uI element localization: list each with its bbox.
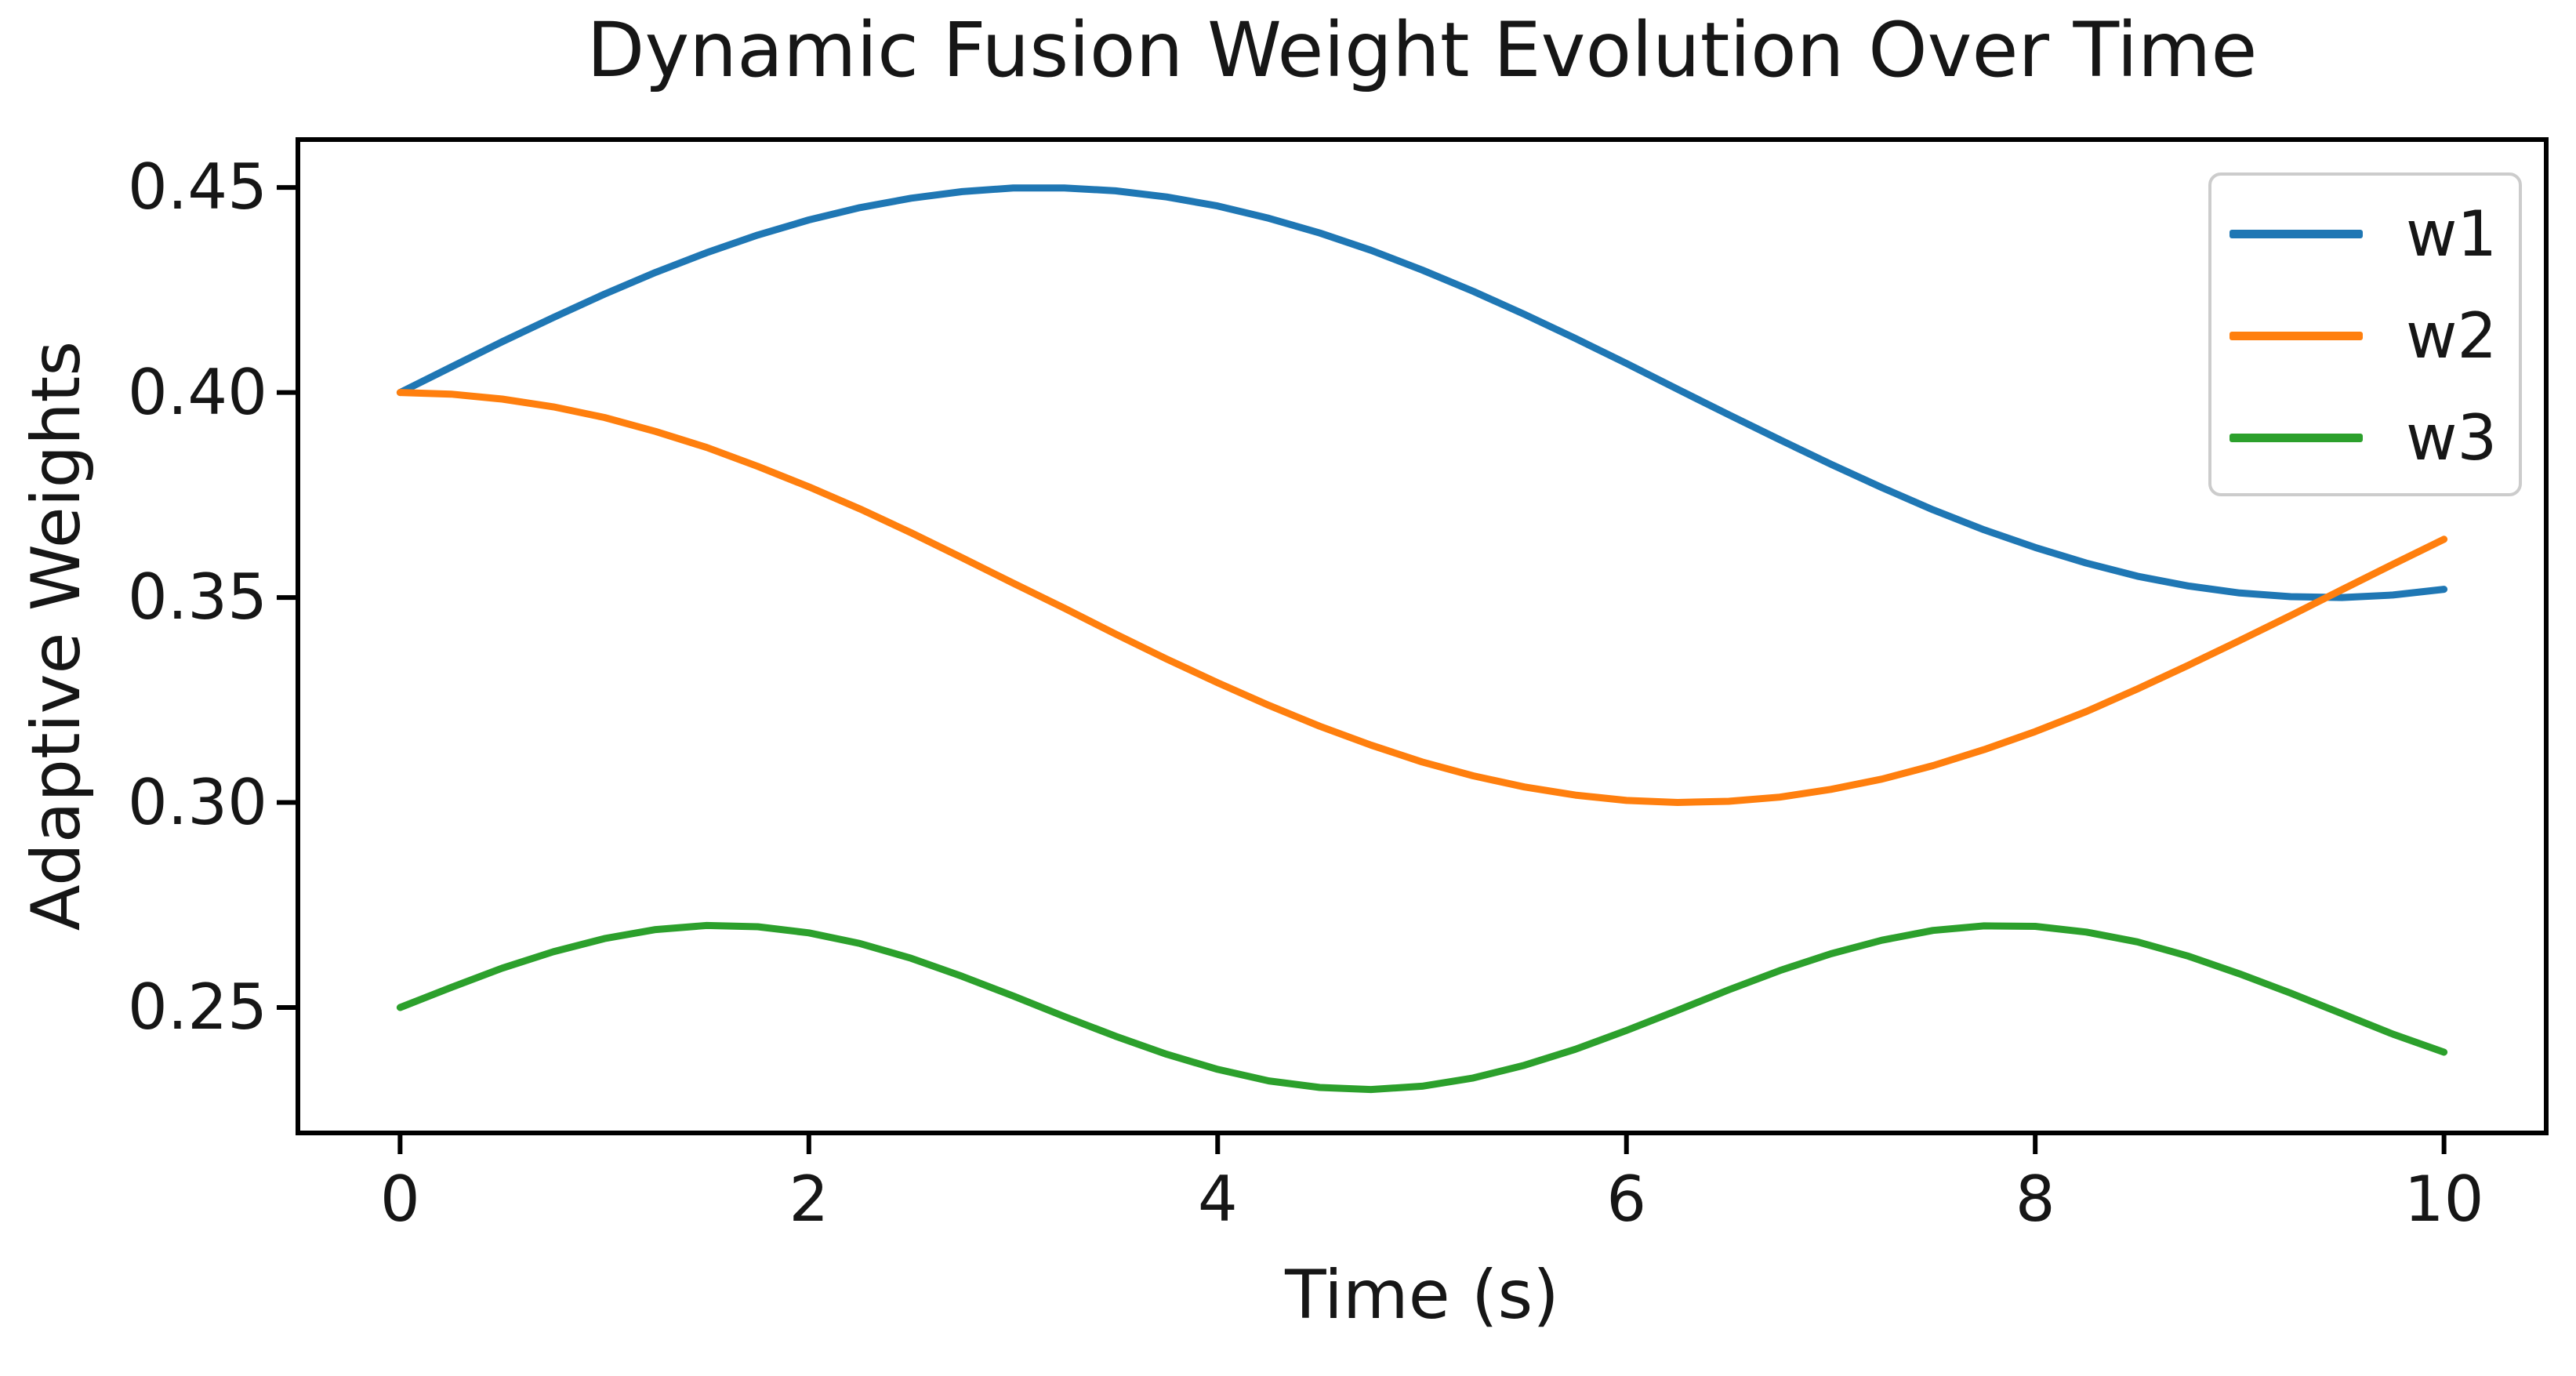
y-tick-label-0.40: 0.40 (127, 355, 267, 429)
y-tick-label-0.45: 0.45 (127, 151, 267, 224)
x-tick-label-6: 6 (1606, 1163, 1647, 1236)
legend-swatch-w2 (2230, 332, 2363, 340)
y-tick-label-0.30: 0.30 (127, 765, 267, 839)
legend-swatch-w3 (2230, 434, 2363, 442)
chart-title: Dynamic Fusion Weight Evolution Over Tim… (586, 6, 2258, 94)
x-tick-label-0: 0 (379, 1163, 420, 1236)
y-axis-label: Adaptive Weights (17, 340, 96, 931)
x-tick-label-8: 8 (2015, 1163, 2055, 1236)
series-line-w1 (396, 184, 2448, 601)
legend-label-w3: w3 (2406, 401, 2498, 474)
x-tick-label-4: 4 (1197, 1163, 1238, 1236)
y-tick-label-0.35: 0.35 (127, 561, 267, 634)
x-tick-label-2: 2 (789, 1163, 829, 1236)
series-line-w2 (396, 389, 2448, 806)
legend-label-w2: w2 (2406, 300, 2498, 372)
plot-spines (296, 137, 2549, 1135)
series-line-w3 (396, 921, 2448, 1094)
legend-swatch-w1 (2230, 230, 2363, 238)
legend-label-w1: w1 (2406, 198, 2498, 270)
x-tick-label-10: 10 (2404, 1163, 2484, 1236)
legend: w1 w2 w3 (2208, 172, 2522, 496)
x-axis-label: Time (s) (1285, 1256, 1559, 1334)
y-tick-label-0.25: 0.25 (127, 970, 267, 1044)
